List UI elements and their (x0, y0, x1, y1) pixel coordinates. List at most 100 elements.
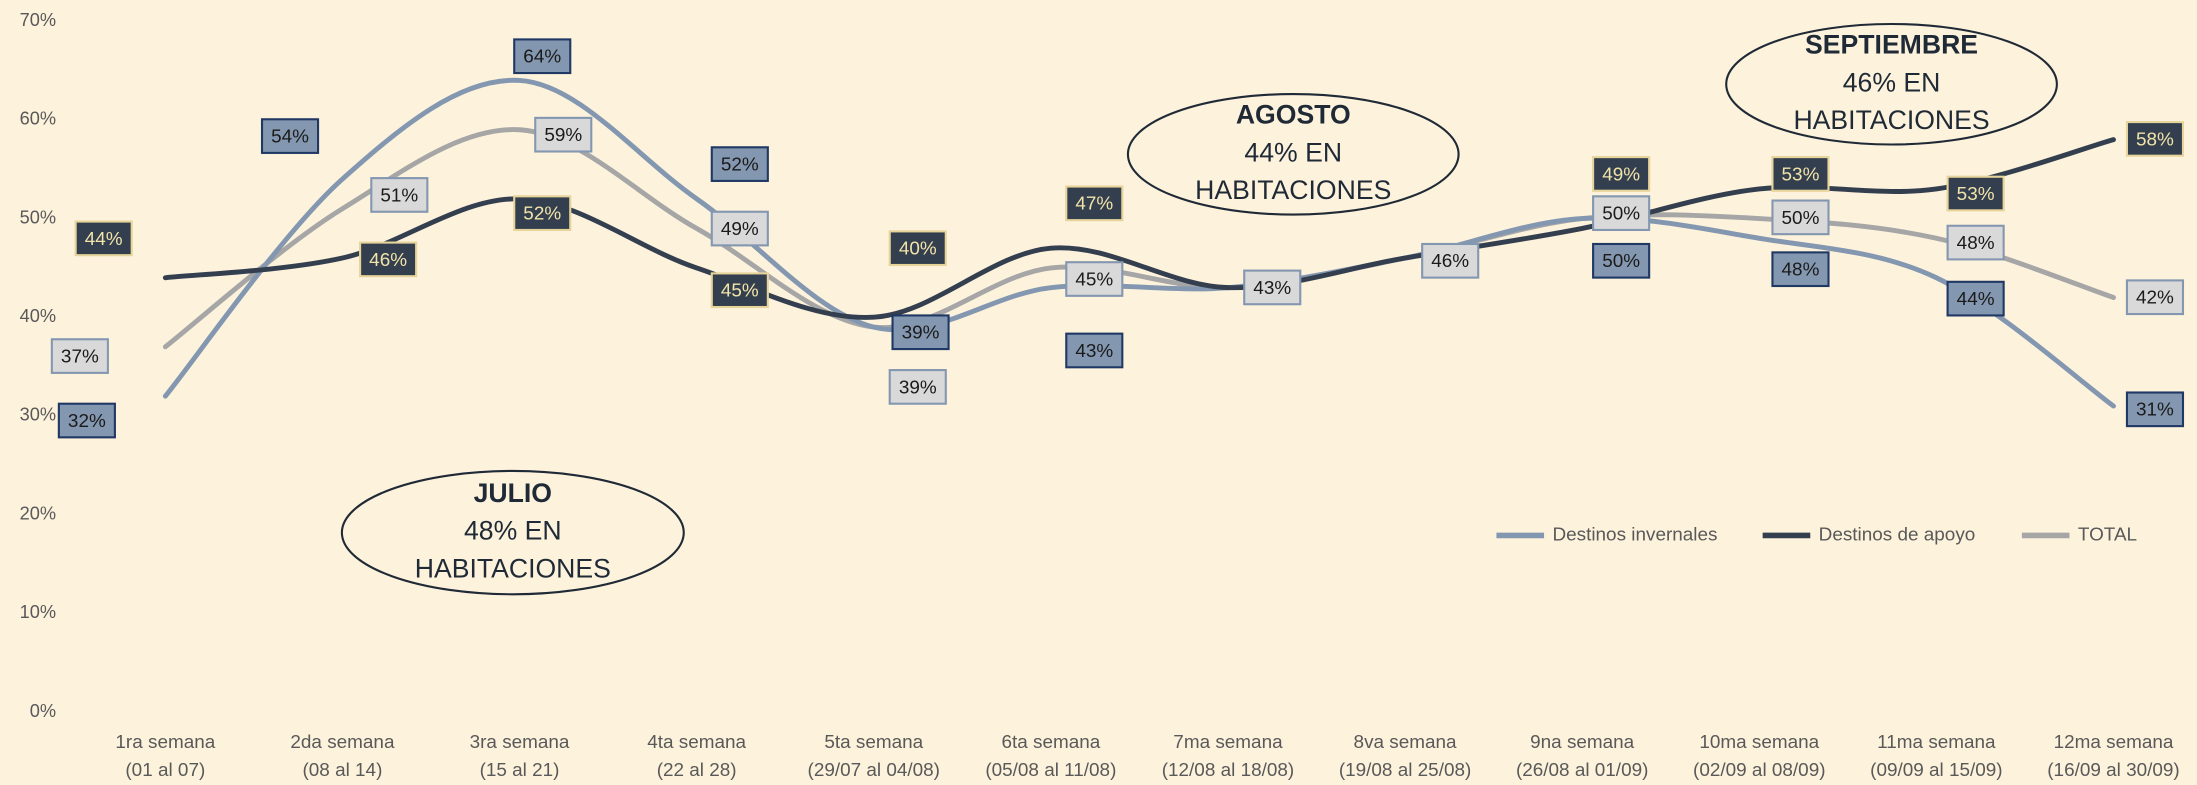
data-label: 43% (1075, 341, 1113, 362)
data-label-box (2125, 391, 2185, 428)
data-label-box (50, 338, 109, 374)
data-label: 52% (523, 204, 561, 225)
x-tick-line: 6ta semana (1001, 732, 1100, 753)
data-label-box (1592, 156, 1651, 192)
data-label: 50% (1602, 251, 1640, 272)
data-label: 45% (1075, 269, 1113, 290)
data-label: 50% (1602, 204, 1640, 225)
y-tick-label: 0% (30, 701, 56, 721)
data-label-box (57, 402, 116, 439)
x-tick-line: (01 al 07) (125, 760, 205, 781)
data-label: 48% (1957, 233, 1995, 254)
x-tick-line: 5ta semana (824, 732, 923, 753)
data-label-box (359, 241, 418, 278)
data-label-box (710, 146, 769, 182)
x-tick-line: 7ma semana (1173, 732, 1283, 753)
x-tick-line: (05/08 al 11/08) (985, 760, 1116, 781)
x-tick-line: 11ma semana (1877, 732, 1996, 753)
data-label: 47% (1075, 194, 1113, 215)
data-label-box (1946, 280, 2005, 317)
annotation-text: 44% EN (1244, 137, 1342, 167)
data-label-box (2125, 121, 2185, 157)
annotation-title: JULIO (474, 478, 552, 508)
x-tick-line: (26/08 al 01/09) (1516, 760, 1648, 781)
legend-label: TOTAL (2078, 524, 2137, 545)
x-tick-label: 1ra semana (01 al 07) (115, 732, 215, 781)
data-label: 44% (1957, 289, 1995, 310)
data-label-box (1065, 261, 1124, 297)
y-tick-label: 40% (20, 306, 56, 326)
data-label: 49% (721, 219, 759, 240)
x-tick-line: (16/09 al 30/09) (2047, 760, 2179, 781)
data-label-box (513, 195, 572, 232)
data-label: 37% (61, 346, 99, 367)
data-label: 59% (544, 125, 582, 146)
x-tick-line: (15 al 21) (480, 760, 560, 781)
x-tick-label: 8va semana (19/08 al 25/08) (1339, 732, 1471, 781)
x-tick-line: 4ta semana (647, 732, 746, 753)
data-label-box (1592, 242, 1651, 279)
x-tick-label: 9na semana (26/08 al 01/09) (1516, 732, 1648, 781)
data-label: 42% (2136, 288, 2174, 309)
data-label: 31% (2136, 400, 2174, 421)
annotation-text: HABITACIONES (1793, 105, 1989, 135)
y-tick-label: 50% (20, 207, 56, 227)
x-tick-line: (19/08 al 25/08) (1339, 760, 1471, 781)
x-tick-line: 8va semana (1354, 732, 1457, 753)
x-tick-label: 6ta semana (05/08 al 11/08) (985, 732, 1116, 781)
data-label-box (1592, 195, 1651, 232)
data-label: 45% (721, 281, 759, 302)
x-tick-line: (22 al 28) (657, 760, 737, 781)
x-tick-line: 10ma semana (1699, 732, 1819, 753)
data-label: 51% (380, 185, 418, 206)
data-label-box (2125, 279, 2185, 316)
x-tick-label: 10ma semana (02/09 al 08/09) (1693, 732, 1825, 781)
annotation-text: HABITACIONES (1195, 175, 1391, 205)
data-label-box (710, 272, 769, 309)
x-tick-label: 2da semana (08 al 14) (290, 732, 395, 781)
x-tick-line: (12/08 al 18/08) (1162, 760, 1294, 781)
data-label-box (891, 314, 950, 351)
x-tick-line: (02/09 al 08/09) (1693, 760, 1825, 781)
x-tick-label: 12ma semana (16/09 al 30/09) (2047, 732, 2179, 781)
x-tick-line: (08 al 14) (303, 760, 383, 781)
y-tick-label: 20% (20, 503, 56, 523)
data-label-box (74, 220, 133, 257)
annotation-text: 46% EN (1843, 67, 1941, 97)
x-tick-label: 3ra semana (15 al 21) (470, 732, 570, 781)
annotation-text: 48% EN (464, 516, 562, 546)
data-label-box (888, 369, 947, 405)
data-label-box (534, 116, 593, 153)
data-label: 53% (1782, 164, 1820, 185)
x-tick-line: 12ma semana (2054, 732, 2174, 753)
data-label-box (1946, 224, 2005, 261)
data-label: 53% (1957, 184, 1995, 205)
y-tick-label: 30% (20, 405, 56, 425)
data-label: 48% (1782, 260, 1820, 281)
data-label-box (1771, 156, 1830, 192)
data-label-box (1421, 242, 1480, 279)
data-label: 49% (1602, 164, 1640, 185)
x-tick-line: 3ra semana (470, 732, 570, 753)
data-label-box (1243, 269, 1302, 306)
x-tick-line: 1ra semana (115, 732, 215, 753)
legend-label: Destinos invernales (1552, 524, 1717, 545)
x-tick-line: 2da semana (290, 732, 395, 753)
annotation-ellipse (340, 469, 685, 596)
data-label: 46% (369, 250, 407, 271)
annotation-ellipse (1725, 22, 2058, 146)
annotation-title: AGOSTO (1236, 100, 1351, 130)
data-label: 50% (1782, 208, 1820, 229)
data-label: 54% (271, 126, 309, 147)
data-label-box (513, 38, 572, 75)
annotation-text: HABITACIONES (415, 553, 611, 583)
data-label: 43% (1253, 278, 1291, 299)
data-label: 40% (899, 239, 937, 260)
data-label-box (1771, 199, 1830, 236)
data-label: 64% (523, 47, 561, 68)
y-tick-label: 70% (20, 10, 56, 30)
data-label-box (1771, 251, 1830, 288)
data-label-box (1946, 175, 2005, 212)
